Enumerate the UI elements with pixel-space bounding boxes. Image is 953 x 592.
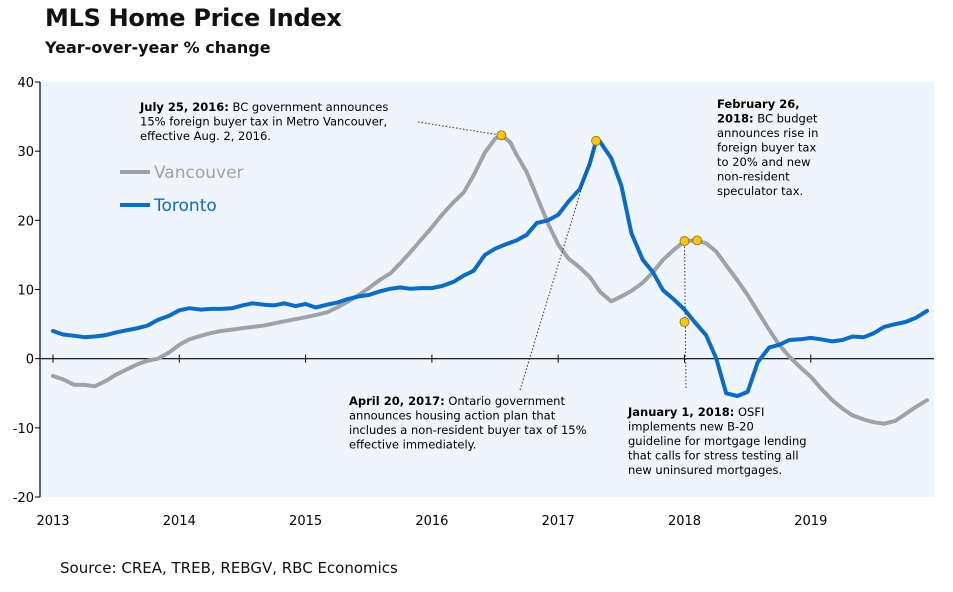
- y-tick-label: 40: [17, 76, 34, 91]
- legend-label-vancouver: Vancouver: [154, 163, 244, 183]
- annotation-line: speculator tax.: [717, 184, 803, 198]
- annotation-body: guideline for mortgage lending: [628, 434, 807, 448]
- annotation-line: April 20, 2017: Ontario government: [349, 394, 565, 408]
- annotation-date: April 20, 2017:: [349, 394, 445, 408]
- event-marker: [679, 236, 690, 246]
- annotation-body: OSFI: [734, 405, 764, 419]
- legend-label-toronto: Toronto: [153, 196, 217, 216]
- annotation-leader-line: [519, 140, 597, 391]
- annotation-text: January 1, 2018: OSFI implements new B-20…: [627, 405, 807, 477]
- annotation-line: February 26,: [717, 97, 800, 111]
- annotation-date: 2018:: [717, 112, 754, 126]
- annotation-line: announces rise in: [717, 126, 818, 140]
- annotation-body: implements new B-20: [628, 420, 754, 434]
- x-tick-label: 2018: [668, 514, 701, 529]
- x-tick-label: 2015: [289, 514, 322, 529]
- annotation-leader-line: [417, 121, 502, 136]
- event-marker: [692, 235, 703, 246]
- event-marker: [679, 317, 690, 327]
- annotation-line: new uninsured mortgages.: [628, 463, 782, 477]
- annotation-line: to 20% and new: [717, 155, 810, 169]
- annotation-line: foreign buyer tax: [717, 141, 816, 155]
- annotation-line: announces housing action plan that: [349, 409, 556, 423]
- y-tick-label: -10: [13, 422, 34, 437]
- y-tick-label: 10: [17, 284, 34, 299]
- annotation-body: new uninsured mortgages.: [628, 463, 782, 477]
- event-markers: [496, 130, 703, 327]
- source-note: Source: CREA, TREB, REBGV, RBC Economics: [60, 559, 398, 577]
- annotation-text: April 20, 2017: Ontario government announ…: [349, 394, 587, 452]
- annotation-line: July 25, 2016: BC government announces: [139, 100, 388, 114]
- y-tick-label: -20: [13, 491, 34, 506]
- annotation-body: effective immediately.: [349, 438, 476, 452]
- annotation-body: BC budget: [754, 112, 818, 126]
- annotation-body: announces housing action plan that: [349, 409, 556, 423]
- x-tick-label: 2017: [542, 514, 575, 529]
- chart-title: MLS Home Price Index: [45, 4, 342, 32]
- annotation-body: includes a non-resident buyer tax of 15%: [349, 423, 587, 437]
- annotation-date: January 1, 2018:: [627, 405, 734, 419]
- y-tick-label: 0: [26, 353, 34, 368]
- chart-subtitle: Year-over-year % change: [45, 38, 271, 57]
- annotation-line: January 1, 2018: OSFI: [627, 405, 764, 419]
- annotation-body: non-resident: [717, 170, 790, 184]
- x-tick-label: 2014: [163, 514, 196, 529]
- x-tick-label: 2013: [36, 514, 69, 529]
- annotation-text: July 25, 2016: BC government announces 15…: [139, 100, 388, 143]
- annotation-line: includes a non-resident buyer tax of 15%: [349, 423, 587, 437]
- annotation-body: to 20% and new: [717, 155, 810, 169]
- annotation-line: non-resident: [717, 170, 790, 184]
- annotation-line: guideline for mortgage lending: [628, 434, 807, 448]
- annotation-body: BC government announces: [229, 100, 388, 114]
- annotation-body: announces rise in: [717, 126, 818, 140]
- annotation-line: 2018: BC budget: [717, 112, 818, 126]
- annotation-body: speculator tax.: [717, 184, 803, 198]
- x-tick-label: 2016: [415, 514, 448, 529]
- series-lines: [51, 133, 929, 426]
- annotation-body: 15% foreign buyer tax in Metro Vancouver…: [140, 115, 387, 129]
- annotation-line: that calls for stress testing all: [628, 449, 799, 463]
- annotation-date: July 25, 2016:: [139, 100, 229, 114]
- y-tick-label: 30: [17, 145, 34, 160]
- annotation-line: effective immediately.: [349, 438, 476, 452]
- event-marker: [591, 135, 601, 146]
- y-tick-label: 20: [17, 214, 34, 229]
- annotation-body: foreign buyer tax: [717, 141, 816, 155]
- annotations: July 25, 2016: BC government announces 15…: [139, 97, 818, 477]
- event-marker: [496, 130, 507, 141]
- annotation-date: February 26,: [717, 97, 800, 111]
- annotation-text: February 26, 2018: BC budget announces ris…: [717, 97, 818, 198]
- annotation-line: effective Aug. 2, 2016.: [140, 129, 271, 143]
- annotation-body: that calls for stress testing all: [628, 449, 799, 463]
- annotation-line: 15% foreign buyer tax in Metro Vancouver…: [140, 115, 387, 129]
- annotation-body: Ontario government: [445, 394, 566, 408]
- series-line-toronto: [51, 138, 929, 398]
- x-tick-label: 2019: [794, 514, 827, 529]
- annotation-line: implements new B-20: [628, 420, 754, 434]
- legend: Vancouver Toronto: [120, 163, 244, 216]
- annotation-body: effective Aug. 2, 2016.: [140, 129, 271, 143]
